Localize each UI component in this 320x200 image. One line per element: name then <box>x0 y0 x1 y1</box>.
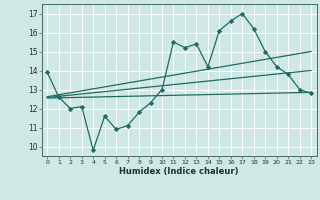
X-axis label: Humidex (Indice chaleur): Humidex (Indice chaleur) <box>119 167 239 176</box>
